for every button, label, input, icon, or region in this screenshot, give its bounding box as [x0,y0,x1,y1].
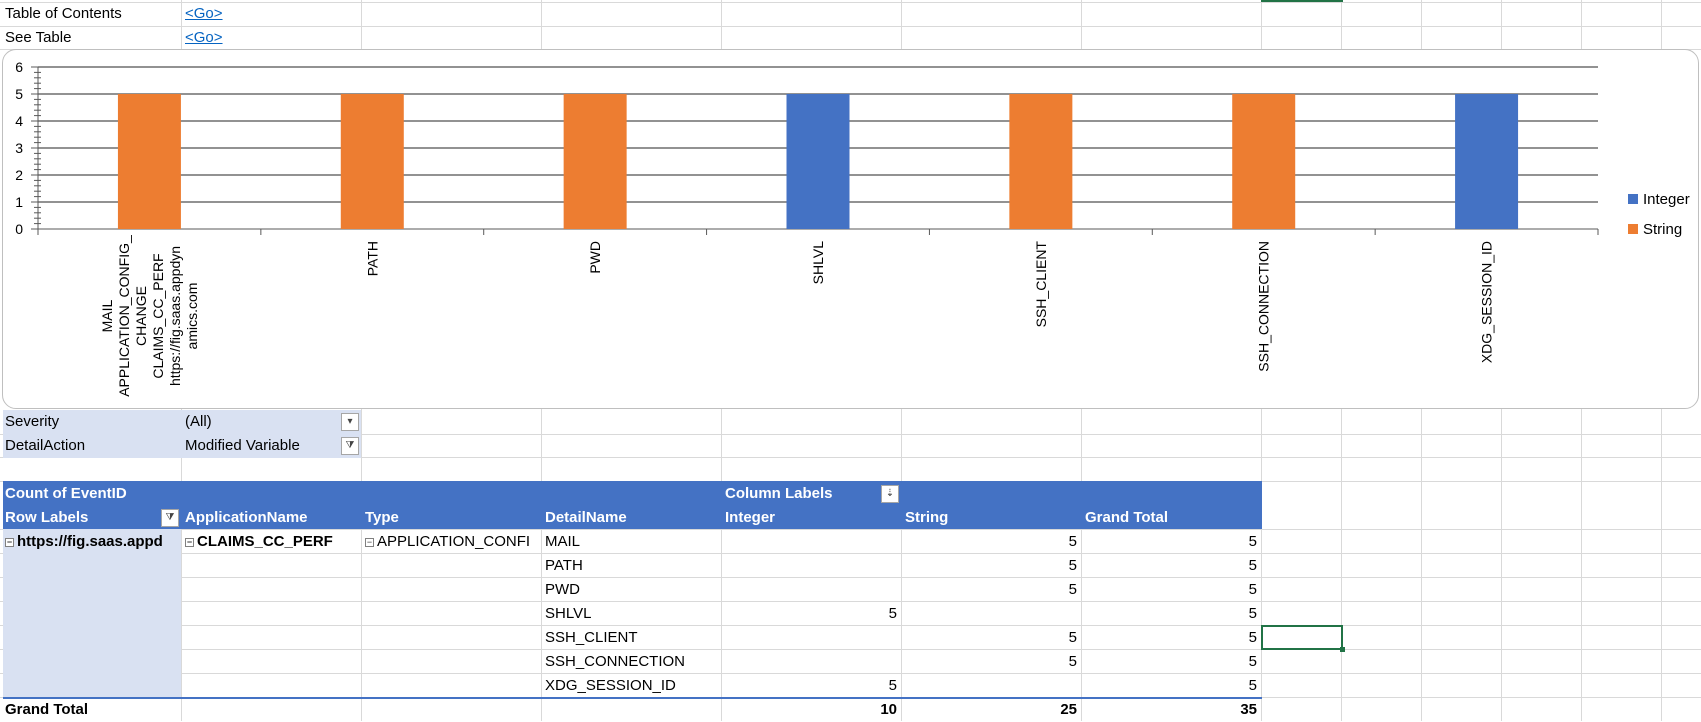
x-category-label: CLAIMS_CC_PERF [150,253,166,378]
integer-cell [721,530,897,554]
total-cell: 5 [1248,653,1257,670]
y-tick-label: 4 [15,113,23,129]
fill-handle[interactable] [1340,647,1345,652]
x-category-label: PWD [587,241,603,274]
collapse-icon[interactable]: − [185,536,194,547]
filter-detailaction-label: DetailAction [5,437,86,454]
detail-cell: MAIL [545,533,581,550]
grand-total-label: Grand Total [5,701,89,718]
x-category-label: XDG_SESSION_ID [1479,241,1495,363]
legend-label-string: String [1643,221,1682,238]
integer-cell: 5 [888,605,897,622]
x-category-label: MAIL [99,299,115,332]
x-category-label: SHLVL [810,241,826,285]
string-cell: 5 [1068,629,1077,646]
detail-cell: SHLVL [545,605,592,622]
see-table-go-link[interactable]: <Go> [185,29,223,46]
active-column-indicator [1261,0,1343,2]
group-type[interactable]: − APPLICATION_CONFI [365,533,531,550]
grand-total-integer: 10 [880,701,897,718]
y-tick-label: 1 [15,194,23,210]
total-cell: 5 [1248,677,1257,694]
pivot-header [3,481,1262,529]
integer-cell [721,554,897,578]
total-cell: 5 [1248,629,1257,646]
filter-area-bg [3,410,361,458]
string-cell: 5 [1068,533,1077,550]
pivot-chart[interactable]: 0 1 2 3 4 5 6 MAIL APPLICATION_CONFIG_ CHANGE CLAI… [2,49,1699,409]
collapse-icon[interactable]: − [365,536,374,547]
integer-cell [721,650,897,674]
x-category-label: APPLICATION_CONFIG_ [116,235,132,397]
group-application[interactable]: − CLAIMS_CC_PERF [185,533,333,550]
header-grand-total: Grand Total [1085,509,1169,526]
row-labels-bg [3,529,181,697]
chart-canvas: 0 1 2 3 4 5 6 MAIL APPLICATION_CONFIG_ CHANGE CLAI… [15,59,1690,397]
toc-go-link[interactable]: <Go> [185,5,223,22]
bar-string [117,94,181,229]
y-tick-label: 6 [15,59,23,75]
integer-cell [721,578,897,602]
detail-cell: SSH_CONNECTION [545,653,686,670]
x-category-label: SSH_CLIENT [1033,241,1049,328]
header-string: String [905,509,949,526]
total-cell: 5 [1248,581,1257,598]
bar-integer [786,94,850,229]
string-cell [901,602,1077,626]
x-category-label: https://fig.saas.appdyn [167,246,183,386]
collapse-icon[interactable]: − [5,536,14,547]
filter-detailaction-value: Modified Variable [185,437,300,454]
x-category-label: SSH_CONNECTION [1256,241,1272,372]
toc-label: Table of Contents [5,5,122,22]
filter-applied-icon[interactable]: ⧩ [341,437,359,455]
bar-string [563,94,627,229]
string-cell [901,674,1077,698]
column-sort-icon[interactable]: ⇣ [881,485,899,503]
string-cell: 5 [1068,557,1077,574]
bar-integer [1455,94,1519,229]
x-category-label: amics.com [184,283,200,350]
grand-total-string: 25 [1060,701,1077,718]
total-cell: 5 [1248,605,1257,622]
header-detail-name: DetailName [545,509,627,526]
string-cell: 5 [1068,653,1077,670]
pivot-column-labels: Column Labels [725,485,833,502]
detail-cell: PATH [545,557,583,574]
legend-swatch-integer [1628,194,1638,204]
bar-string [340,94,404,229]
see-table-label: See Table [5,29,72,46]
integer-cell: 5 [888,677,897,694]
dropdown-arrow-icon[interactable]: ▾ [341,413,359,431]
pivot-measure: Count of EventID [5,485,127,502]
detail-cell: SSH_CLIENT [545,629,638,646]
filter-severity-value: (All) [185,413,212,430]
x-category-label: CHANGE [133,286,149,346]
legend-swatch-string [1628,224,1638,234]
header-row-labels: Row Labels [5,509,89,526]
total-cell: 5 [1248,557,1257,574]
integer-cell [721,626,897,650]
x-category-label: PATH [364,241,380,276]
y-tick-label: 5 [15,86,23,102]
header-integer: Integer [725,509,776,526]
y-tick-label: 0 [15,221,23,237]
y-tick-label: 2 [15,167,23,183]
filter-severity-label: Severity [5,413,60,430]
string-cell: 5 [1068,581,1077,598]
group-row-label[interactable]: − https://fig.saas.appd [5,533,163,550]
bar-string [1009,94,1073,229]
detail-cell: XDG_SESSION_ID [545,677,676,694]
y-tick-label: 3 [15,140,23,156]
header-application-name: ApplicationName [185,509,308,526]
grand-total-total: 35 [1240,701,1257,718]
selected-cell[interactable] [1261,625,1343,650]
header-type: Type [365,509,399,526]
total-cell: 5 [1248,533,1257,550]
row-filter-icon[interactable]: ⧩ [161,509,179,527]
grand-total-border [3,697,1262,699]
legend-label-integer: Integer [1643,191,1690,208]
bar-string [1232,94,1296,229]
detail-cell: PWD [545,581,580,598]
